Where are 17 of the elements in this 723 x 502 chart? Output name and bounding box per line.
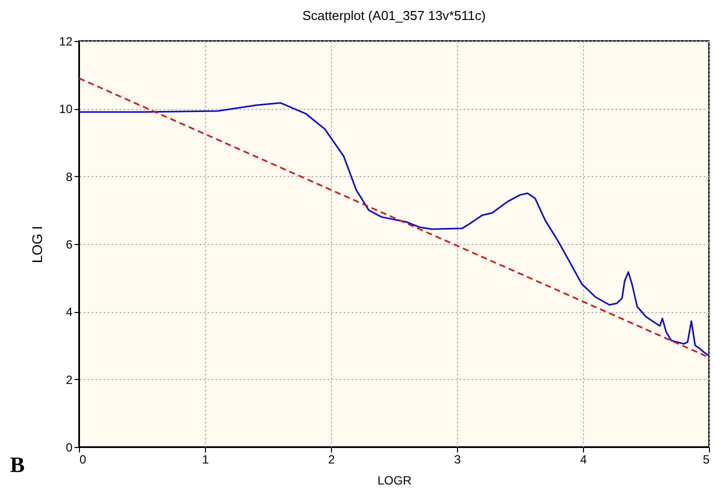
y-tick-label: 0 xyxy=(66,440,73,454)
y-tick-label: 8 xyxy=(66,170,73,184)
x-axis-title: LOGR xyxy=(377,474,412,488)
chart-title: Scatterplot (A01_357 13v*511c) xyxy=(302,8,486,23)
y-tick-label: 10 xyxy=(59,102,73,116)
x-tick-label: 0 xyxy=(80,452,86,466)
x-tick-label: 1 xyxy=(202,452,210,466)
x-tick-label: 2 xyxy=(328,452,336,466)
y-tick-label: 4 xyxy=(66,305,73,320)
y-tick-label: 12 xyxy=(59,34,73,48)
y-tick-label: 2 xyxy=(66,372,73,387)
x-tick-label: 5 xyxy=(702,452,710,466)
x-tick-label: 4 xyxy=(580,452,588,466)
y-axis-title: LOG I xyxy=(29,226,46,264)
x-tick-label: 3 xyxy=(454,452,462,466)
text: B xyxy=(10,452,25,478)
y-tick-label: 6 xyxy=(66,238,73,252)
